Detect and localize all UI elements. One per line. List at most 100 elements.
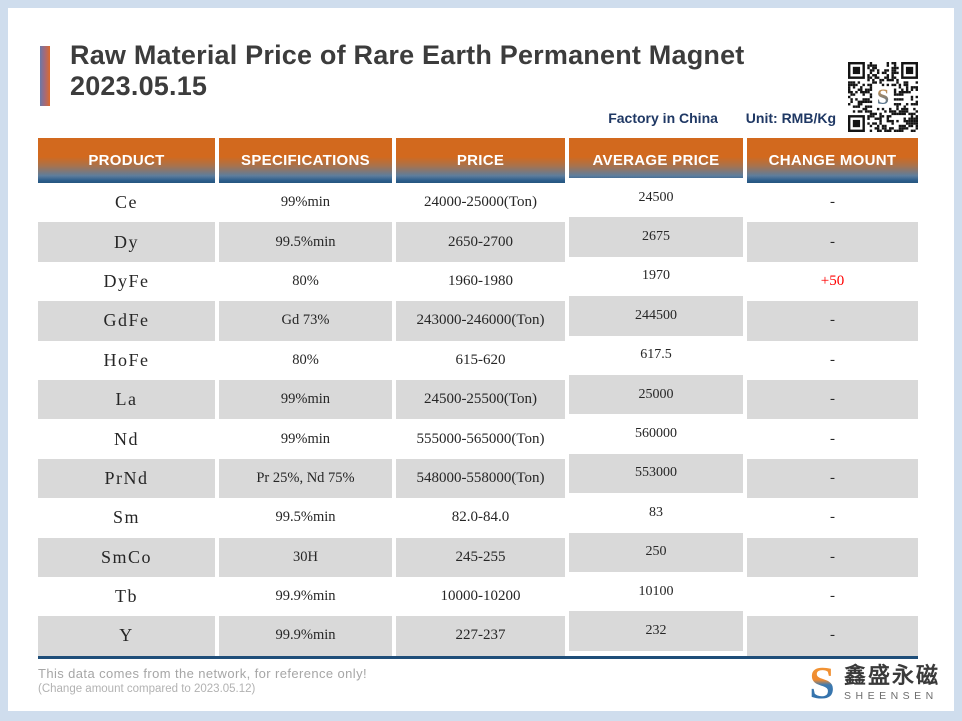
price-table: PRODUCT SPECIFICATIONS PRICE AVERAGE PRI…: [38, 138, 918, 659]
table-row-tb: Tb 99.9%min 10000-10200 10100 -: [38, 571, 918, 617]
meta-line: Factory in China Unit: RMB/Kg: [608, 110, 836, 126]
product-cell: SmCo: [38, 537, 215, 577]
average-price-cell: 553000: [569, 453, 743, 494]
average-price-cell: 2675: [569, 217, 743, 257]
table-header-row: PRODUCT SPECIFICATIONS PRICE AVERAGE PRI…: [38, 138, 918, 183]
price-cell: 615-620: [396, 340, 565, 380]
company-logo: S 鑫盛永磁 SHEENSEN: [804, 660, 940, 706]
col-header-price: PRICE: [396, 138, 565, 183]
change-cell: -: [747, 183, 918, 223]
change-cell: -: [747, 458, 918, 499]
average-price-cell: 1970: [569, 256, 743, 297]
spec-cell: 99.5%min: [219, 222, 392, 262]
price-cell: 555000-565000(Ton): [396, 419, 565, 459]
price-cell: 10000-10200: [396, 576, 565, 617]
qr-code: S: [848, 62, 918, 132]
average-price-cell: 617.5: [569, 335, 743, 375]
s-logo-icon: S: [809, 660, 835, 706]
qr-modules: [848, 62, 918, 132]
price-cell: 2650-2700: [396, 222, 565, 262]
change-cell: -: [747, 537, 918, 577]
svg-text:S: S: [877, 84, 889, 109]
table-row-hofe: HoFe 80% 615-620 617.5 -: [38, 335, 918, 380]
price-cell: 245-255: [396, 537, 565, 577]
footer-notes: This data comes from the network, for re…: [38, 666, 367, 695]
spec-cell: Gd 73%: [219, 301, 392, 341]
footer-note-change-basis: (Change amount compared to 2023.05.12): [38, 683, 256, 695]
table-row-smco: SmCo 30H 245-255 250 -: [38, 532, 918, 577]
spec-cell: 99.9%min: [219, 576, 392, 617]
spec-cell: 99%min: [219, 183, 392, 223]
table-row-ce: Ce 99%min 24000-25000(Ton) 24500 -: [38, 178, 918, 223]
product-cell: Nd: [38, 419, 215, 459]
qr-pattern: [848, 62, 918, 132]
page-title-date: 2023.05.15: [70, 71, 208, 102]
spec-cell: 99.9%min: [219, 616, 392, 656]
change-cell: -: [747, 301, 918, 341]
product-cell: Dy: [38, 222, 215, 262]
col-header-product: PRODUCT: [38, 138, 215, 183]
spec-cell: 99%min: [219, 379, 392, 420]
table-row-la: La 99%min 24500-25500(Ton) 25000 -: [38, 374, 918, 420]
average-price-cell: 25000: [569, 374, 743, 415]
s-logo-icon: S: [877, 84, 889, 109]
average-price-cell: 244500: [569, 296, 743, 336]
table-row-dy: Dy 99.5%min 2650-2700 2675 -: [38, 217, 918, 262]
product-cell: Tb: [38, 576, 215, 617]
change-cell: -: [747, 576, 918, 617]
product-cell: La: [38, 379, 215, 420]
spec-cell: Pr 25%, Nd 75%: [219, 458, 392, 499]
spec-cell: 80%: [219, 340, 392, 380]
change-cell: -: [747, 379, 918, 420]
svg-text:S: S: [809, 660, 835, 706]
price-cell: 243000-246000(Ton): [396, 301, 565, 341]
price-cell: 24500-25500(Ton): [396, 379, 565, 420]
page-canvas: Raw Material Price of Rare Earth Permane…: [8, 8, 954, 711]
change-cell: -: [747, 340, 918, 380]
col-header-average-price: AVERAGE PRICE: [569, 138, 743, 183]
meta-factory-label: Factory in China: [608, 110, 718, 126]
product-cell: Ce: [38, 183, 215, 223]
price-cell: 82.0-84.0: [396, 498, 565, 538]
average-price-cell: 83: [569, 493, 743, 533]
change-cell: -: [747, 222, 918, 262]
table-row-gdfe: GdFe Gd 73% 243000-246000(Ton) 244500 -: [38, 296, 918, 341]
table-row-nd: Nd 99%min 555000-565000(Ton) 560000 -: [38, 414, 918, 459]
price-cell: 1960-1980: [396, 261, 565, 302]
table-row-prnd: PrNd Pr 25%, Nd 75% 548000-558000(Ton) 5…: [38, 453, 918, 499]
meta-unit-label: Unit: RMB/Kg: [745, 110, 836, 126]
price-cell: 227-237: [396, 616, 565, 656]
average-price-cell: 10100: [569, 571, 743, 612]
change-cell: -: [747, 616, 918, 656]
spec-cell: 99.5%min: [219, 498, 392, 538]
change-cell: -: [747, 419, 918, 459]
spec-cell: 99%min: [219, 419, 392, 459]
product-cell: Y: [38, 616, 215, 656]
col-header-change-mount: CHANGE MOUNT: [747, 138, 918, 183]
change-cell: -: [747, 498, 918, 538]
price-cell: 548000-558000(Ton): [396, 458, 565, 499]
average-price-cell: 250: [569, 532, 743, 572]
footer-note-source: This data comes from the network, for re…: [38, 666, 367, 681]
col-header-specifications: SPECIFICATIONS: [219, 138, 392, 183]
qr-center-logo: S: [873, 84, 893, 109]
product-cell: Sm: [38, 498, 215, 538]
price-cell: 24000-25000(Ton): [396, 183, 565, 223]
average-price-cell: 560000: [569, 414, 743, 454]
product-cell: HoFe: [38, 340, 215, 380]
table-row-dyfe: DyFe 80% 1960-1980 1970 +50: [38, 256, 918, 302]
product-cell: GdFe: [38, 301, 215, 341]
table-row-y: Y 99.9%min 227-237 232 -: [38, 611, 918, 656]
page-title-text: Raw Material Price of Rare Earth Permane…: [70, 40, 745, 70]
product-cell: DyFe: [38, 261, 215, 302]
logo-name-cn: 鑫盛永磁: [843, 663, 940, 689]
average-price-cell: 24500: [569, 178, 743, 218]
title-accent-bar: [40, 46, 50, 106]
product-cell: PrNd: [38, 458, 215, 499]
logo-name-en: SHEENSEN: [843, 689, 938, 702]
spec-cell: 30H: [219, 537, 392, 577]
average-price-cell: 232: [569, 611, 743, 651]
change-cell-positive: +50: [747, 261, 918, 302]
table-row-sm: Sm 99.5%min 82.0-84.0 83 -: [38, 493, 918, 538]
page-title: Raw Material Price of Rare Earth Permane…: [70, 40, 745, 103]
